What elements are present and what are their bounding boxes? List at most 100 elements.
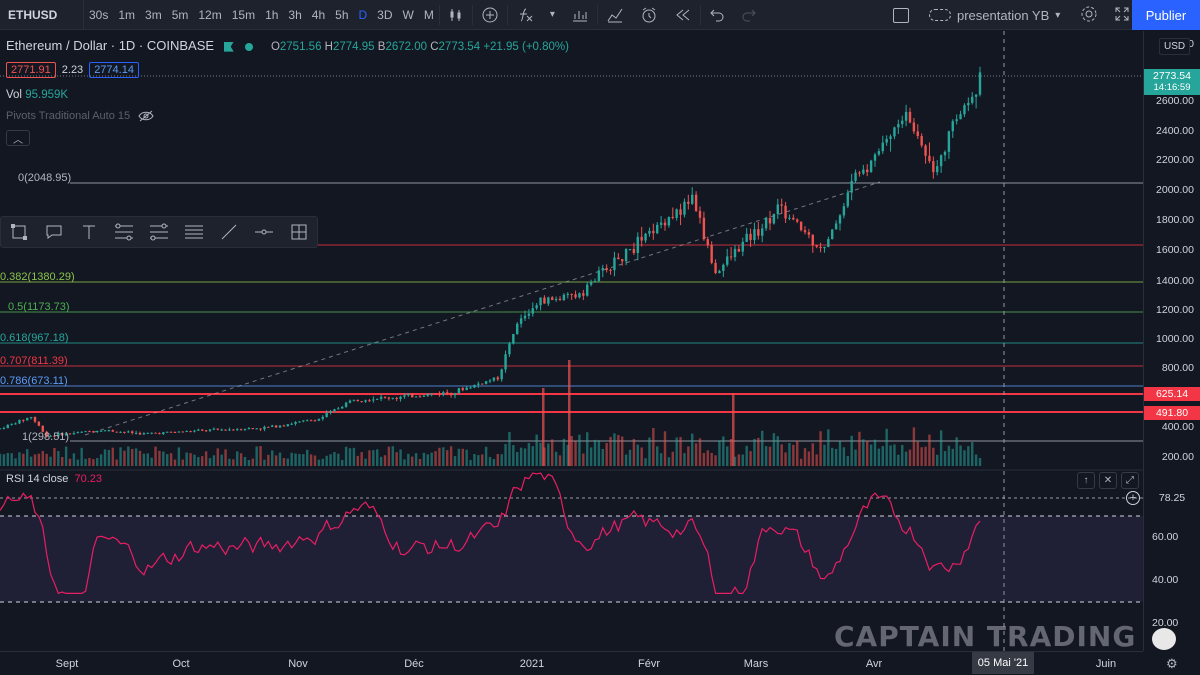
market-open-icon [223,41,234,52]
crosshair-box-tool-icon[interactable] [281,217,316,247]
volume-bar [691,433,694,466]
close-icon[interactable]: ✕ [1099,472,1117,489]
eye-hidden-icon[interactable] [138,110,154,125]
chevron-down-icon[interactable]: ▾ [549,9,555,20]
volume-bar [869,444,873,466]
add-plus-icon[interactable]: + [1126,491,1140,505]
candle-body [329,411,332,414]
candle-body [446,392,449,394]
candle-body [138,432,142,435]
interval-W[interactable]: W [402,7,414,22]
volume-bar [554,451,558,466]
interval-30s[interactable]: 30s [89,7,109,22]
volume-bar [656,446,659,466]
chevron-down-icon[interactable]: ▾ [1055,9,1061,21]
time-axis[interactable]: Sept Oct Nov Déc 2021 Févr Mars Avr Juin [0,651,1143,675]
interval-4h[interactable]: 4h [311,7,326,22]
move-up-icon[interactable]: ↑ [1077,472,1095,489]
interval-12m[interactable]: 12m [198,7,222,22]
volume-bar [877,448,881,466]
layout-name[interactable]: presentation YB [957,7,1050,23]
candle-body [562,294,566,301]
interval-3m[interactable]: 3m [145,7,162,22]
symbol-title[interactable]: Ethereum / Dollar · 1D · COINBASE [6,38,215,53]
interval-D[interactable]: D [358,7,368,22]
volume-bar [644,458,647,466]
volume-bar [978,458,982,466]
interval-5m[interactable]: 5m [171,7,189,22]
templates-icon[interactable] [563,0,597,30]
candle-body [158,433,161,435]
volume-bar [411,456,414,466]
interval-5h[interactable]: 5h [335,7,349,22]
maximize-icon[interactable]: ⤢ [1121,472,1139,489]
volume-bar [228,458,231,466]
bid-price[interactable]: 2771.91 [6,62,56,78]
candle-body [831,229,834,240]
rectangle-tool-icon[interactable] [1,217,36,247]
alert-icon[interactable] [632,0,666,30]
fullscreen-box-icon[interactable] [893,7,909,23]
fib-tool-icon[interactable] [106,217,141,247]
interval-1m[interactable]: 1m [118,7,136,22]
volume-bar [181,459,184,466]
candle-body [411,393,414,398]
candle-body [667,217,671,226]
fib-extension-tool-icon[interactable] [141,217,176,247]
volume-bar [636,444,639,466]
trend-line [84,181,881,436]
candle-body [387,397,391,399]
ask-price[interactable]: 2774.14 [89,62,139,78]
volume-bar [589,447,593,466]
interval-3h[interactable]: 3h [288,7,302,22]
indicators-icon[interactable] [508,0,542,30]
candle-body [306,420,309,422]
time-tick: Sept [55,658,79,670]
redo-icon[interactable] [733,0,765,30]
volume-bar [928,434,931,466]
time-axis-settings-icon[interactable]: ⚙ [1166,656,1178,671]
candle-body [33,417,37,422]
collapse-legend-button[interactable]: ︿ [6,130,30,146]
volume-bar [663,431,667,466]
horizontal-lines-tool-icon[interactable] [176,217,211,247]
price-axis[interactable]: 30002600.002400.002200.002000.001800.001… [1143,31,1200,651]
candle-body [484,381,488,385]
chart-type-icon[interactable] [598,0,632,30]
candle-body [84,431,87,433]
price-chart[interactable] [0,31,1143,651]
currency-button[interactable]: USD [1159,38,1191,55]
interval-3D[interactable]: 3D [377,7,393,22]
candle-body [477,383,480,385]
horizontal-ray-tool-icon[interactable] [246,217,281,247]
candle-body [212,428,216,430]
volume-bar [426,454,429,466]
volume-bar [376,449,379,466]
text-tool-icon[interactable] [71,217,106,247]
trendline-tool-icon[interactable] [211,217,246,247]
symbol-search[interactable]: ETHUSD [0,0,84,30]
interval-1h[interactable]: 1h [265,7,279,22]
candle-body [344,402,348,407]
interval-15m[interactable]: 15m [231,7,256,22]
interval-M[interactable]: M [423,7,434,22]
candle-body [531,308,534,314]
volume-bar [718,440,721,466]
replay-icon[interactable] [666,0,700,30]
candle-body [928,155,931,162]
publish-button[interactable]: Publier [1132,0,1200,30]
fullscreen-icon[interactable] [1114,6,1130,25]
volume-bar [971,442,974,466]
volume-bar [897,454,900,466]
undo-icon[interactable] [701,0,733,30]
candle-body [963,105,966,115]
comment-tool-icon[interactable] [36,217,71,247]
volume-bar [694,443,698,466]
settings-gear-icon[interactable] [1080,5,1098,26]
volume-bar [473,453,476,466]
time-tick: Juin [1095,658,1117,670]
candle-body [803,230,807,233]
candle-style-icon[interactable] [440,0,472,30]
compare-icon[interactable] [473,0,507,30]
candle-body [197,429,200,431]
